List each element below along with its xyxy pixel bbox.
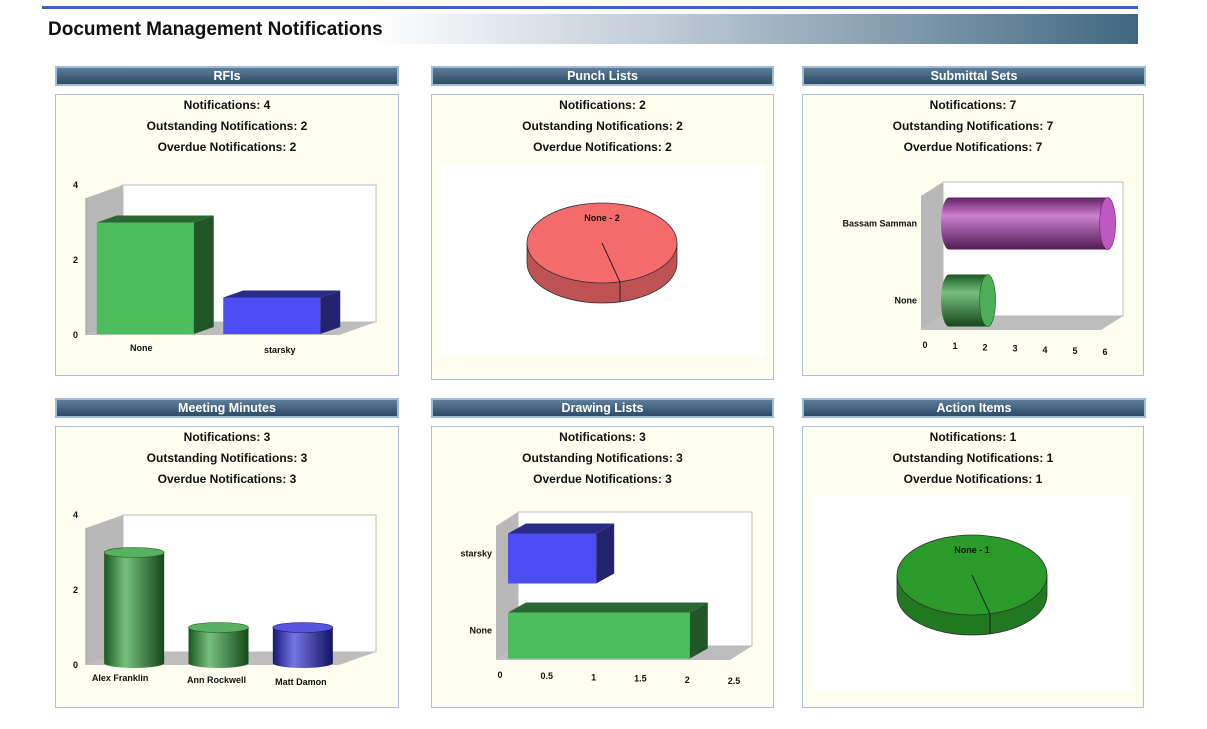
x-tick-label: starsky <box>264 345 296 355</box>
bar-top-1 <box>508 602 708 613</box>
panel-title: Drawing Lists <box>561 401 644 415</box>
punch-lists-pie-chart: None - 2 <box>441 163 765 357</box>
bar-0 <box>941 197 1116 250</box>
rfis-bar-chart: 0 2 4 None starsky <box>73 180 377 355</box>
bar-top-1 <box>188 622 249 633</box>
bar-0 <box>104 552 165 668</box>
notifications-count: Notifications: 3 <box>183 430 271 444</box>
bar-end-1 <box>979 274 996 327</box>
panel-title: Submittal Sets <box>930 69 1018 83</box>
notifications-count: Notifications: 2 <box>559 98 646 112</box>
y-tick-label: Bassam Samman <box>842 219 917 229</box>
notifications-count: Notifications: 1 <box>929 430 1017 444</box>
page-title: Document Management Notifications <box>48 19 383 40</box>
y-tick-label: starsky <box>460 549 492 559</box>
bar-side-1 <box>689 602 708 659</box>
y-tick-label: 4 <box>73 180 78 190</box>
x-tick-label: Ann Rockwell <box>187 675 246 685</box>
bar-2 <box>272 627 333 668</box>
bar-top-1 <box>223 290 341 298</box>
x-tick-label: 2 <box>685 675 690 685</box>
notifications-count: Notifications: 3 <box>559 430 646 444</box>
bar-1 <box>223 297 321 334</box>
bar-top-0 <box>508 523 615 534</box>
y-tick-label: None <box>470 626 493 636</box>
x-tick-label: 3 <box>1012 344 1017 354</box>
panel-header-rfis: RFIs <box>55 66 399 86</box>
x-tick-label: 1.5 <box>634 674 647 684</box>
bar-0 <box>508 533 597 584</box>
overdue-count: Overdue Notifications: 3 <box>157 472 297 486</box>
x-tick-label: 1 <box>591 672 596 682</box>
notifications-count: Notifications: 7 <box>929 98 1017 112</box>
overdue-count: Overdue Notifications: 3 <box>533 472 672 486</box>
pie-seam-line <box>971 574 991 615</box>
meeting-minutes-bar-chart: 0 2 4 Alex Franklin Ann Rockwell Matt Damon <box>73 510 377 687</box>
x-tick-label: 1 <box>952 341 957 351</box>
bar-top-2 <box>272 622 334 633</box>
panel-header-drawing-lists: Drawing Lists <box>431 398 774 418</box>
x-tick-label: 0.5 <box>541 671 554 681</box>
panel-header-punch-lists: Punch Lists <box>431 66 774 86</box>
x-tick-label: 5 <box>1072 346 1077 356</box>
bar-1 <box>188 627 249 668</box>
bar-side-0 <box>193 215 214 334</box>
outstanding-count: Outstanding Notifications: 2 <box>522 119 683 133</box>
drawing-lists-bar-chart: 0 0.5 1 1.5 2 2.5 starsky None <box>460 511 753 686</box>
bar-top-0 <box>96 215 214 223</box>
outstanding-count: Outstanding Notifications: 7 <box>892 119 1054 133</box>
outstanding-count: Outstanding Notifications: 2 <box>146 119 308 133</box>
plot-side-wall <box>921 182 943 330</box>
bar-end-0 <box>1099 197 1116 250</box>
x-tick-label: None <box>130 343 153 353</box>
notifications-count: Notifications: 4 <box>183 98 271 112</box>
outstanding-count: Outstanding Notifications: 3 <box>522 451 683 465</box>
panel-title: Action Items <box>936 401 1012 415</box>
y-tick-label: 4 <box>73 510 78 520</box>
outstanding-count: Outstanding Notifications: 3 <box>146 451 308 465</box>
panel-header-action-items: Action Items <box>802 398 1146 418</box>
action-items-pie-chart: None - 1 <box>812 495 1134 690</box>
bar-0 <box>96 222 194 334</box>
panel-header-submittal-sets: Submittal Sets <box>802 66 1146 86</box>
y-tick-label: 2 <box>73 255 78 265</box>
x-tick-label: 4 <box>1042 345 1047 355</box>
x-tick-label: 2.5 <box>728 676 741 686</box>
bar-1 <box>508 612 690 659</box>
pie-slice-label: None - 1 <box>954 545 990 555</box>
y-tick-label: 0 <box>73 330 78 340</box>
pie-slice-label: None - 2 <box>584 213 620 223</box>
panel-title: Punch Lists <box>567 69 638 83</box>
outstanding-count: Outstanding Notifications: 1 <box>892 451 1054 465</box>
bar-side-0 <box>596 523 615 584</box>
pie-seam-line <box>601 242 621 283</box>
bar-top-0 <box>103 547 165 558</box>
panel-header-meeting-minutes: Meeting Minutes <box>55 398 399 418</box>
y-tick-label: None <box>895 296 918 306</box>
header-rule <box>42 6 1138 9</box>
x-tick-label: 0 <box>922 340 927 350</box>
overdue-count: Overdue Notifications: 7 <box>903 140 1043 154</box>
submittal-sets-bar-chart: 0 1 2 3 4 5 6 Bassam Samman None <box>842 181 1124 357</box>
x-tick-label: 0 <box>497 670 502 680</box>
overdue-count: Overdue Notifications: 2 <box>157 140 297 154</box>
bar-side-1 <box>320 290 341 334</box>
panel-title: Meeting Minutes <box>178 401 276 415</box>
overdue-count: Overdue Notifications: 1 <box>903 472 1043 486</box>
y-tick-label: 0 <box>73 660 78 670</box>
x-tick-label: Matt Damon <box>275 677 327 687</box>
overdue-count: Overdue Notifications: 2 <box>533 140 672 154</box>
x-tick-label: Alex Franklin <box>92 673 149 683</box>
x-tick-label: 2 <box>982 342 987 352</box>
page-header: Document Management Notifications <box>42 14 1138 44</box>
plot-back-wall <box>122 514 377 653</box>
panel-title: RFIs <box>213 69 241 83</box>
y-tick-label: 2 <box>73 585 78 595</box>
x-tick-label: 6 <box>1102 347 1107 357</box>
